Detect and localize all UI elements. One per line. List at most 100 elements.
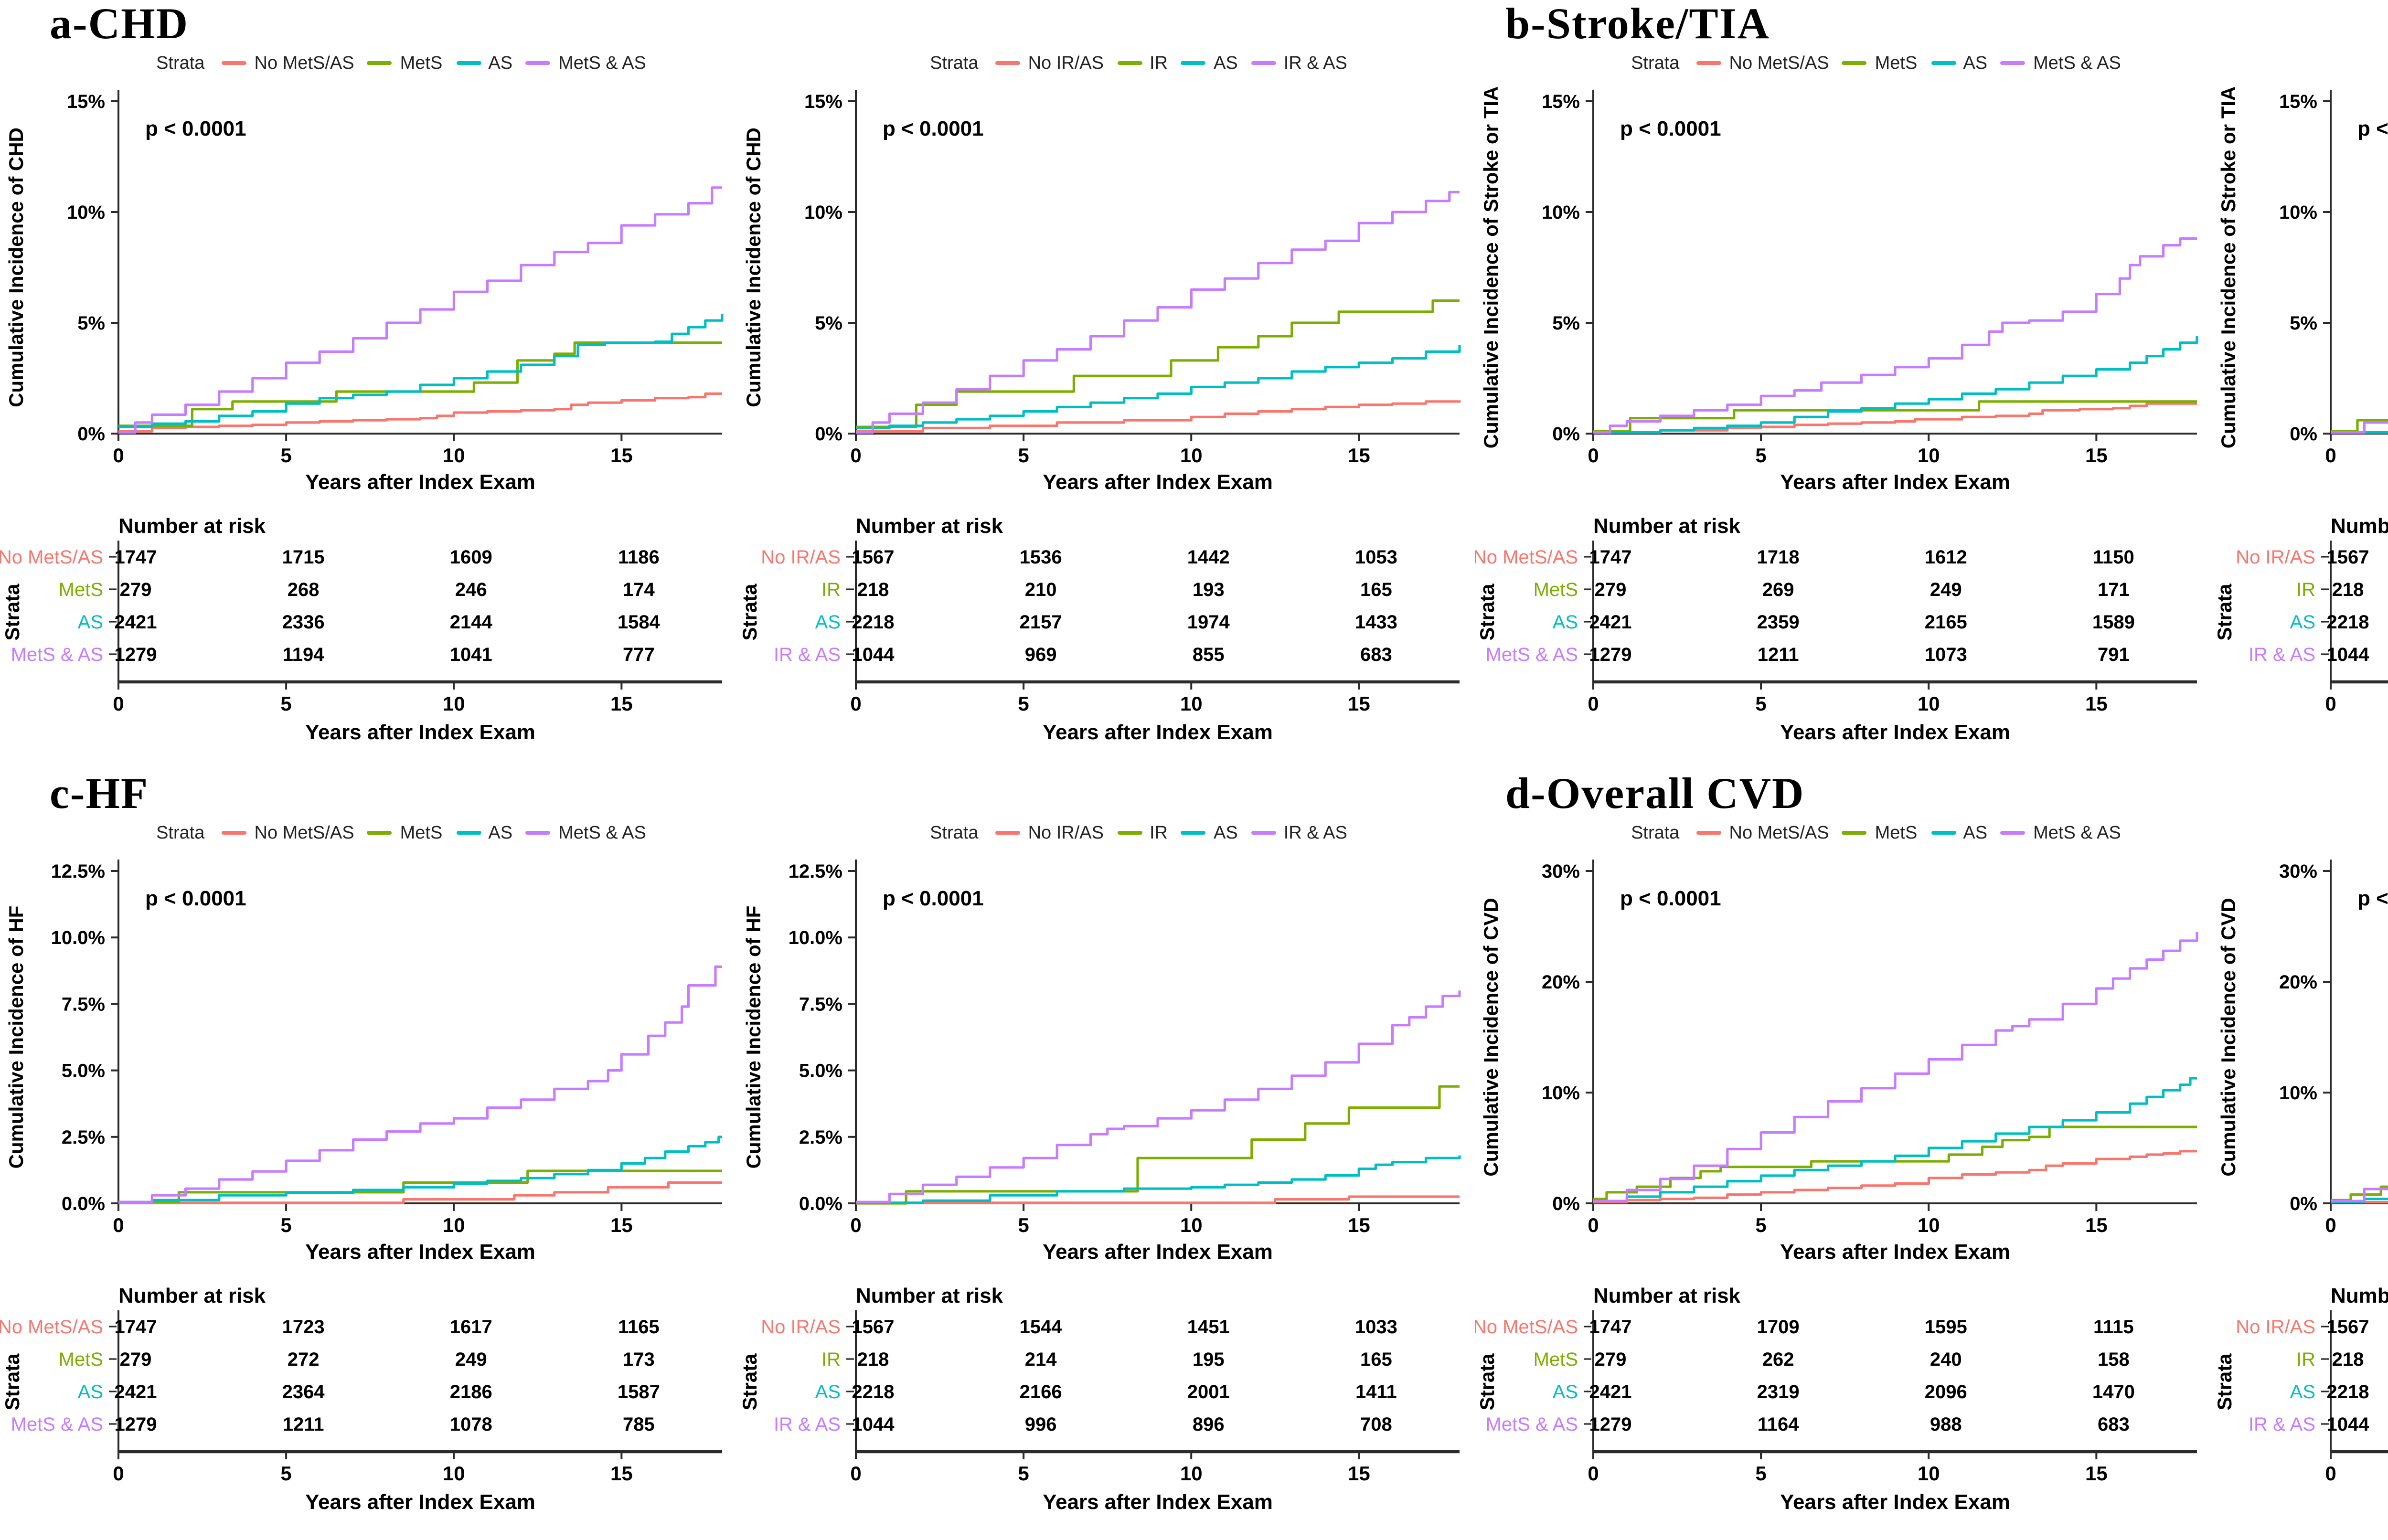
x-tick-label: 0 bbox=[113, 1214, 124, 1236]
p-value: p < 0.0001 bbox=[2357, 117, 2388, 140]
x-tick-label: 0 bbox=[113, 444, 124, 467]
risk-x-tick-label: 15 bbox=[2085, 692, 2108, 715]
legend-line-swatch-icon bbox=[2001, 830, 2026, 836]
risk-count: 1041 bbox=[450, 644, 492, 665]
risk-table-title: Number at risk bbox=[1593, 1284, 1741, 1307]
strata-axis-label: Strata bbox=[2213, 584, 2236, 641]
risk-count: 2359 bbox=[1757, 612, 1800, 633]
survival-plot: 0% 5% 10% 15% 0 5 10 15 Years after Index Exam Cu… bbox=[738, 90, 1461, 744]
risk-table-title: Number at risk bbox=[856, 514, 1003, 538]
y-tick-label: 10.0% bbox=[51, 927, 105, 948]
curve-ir-as bbox=[856, 990, 1461, 1203]
risk-table-title: Number at risk bbox=[2331, 514, 2388, 538]
risk-count: 2218 bbox=[852, 612, 895, 633]
risk-x-tick-label: 15 bbox=[2085, 1462, 2108, 1485]
legend-line-swatch-icon bbox=[1696, 60, 1722, 66]
risk-count: 1567 bbox=[852, 1317, 895, 1338]
legend-line-swatch-icon bbox=[1930, 830, 1956, 836]
legend-item-label: MetS & AS bbox=[2033, 823, 2121, 844]
p-value: p < 0.0001 bbox=[145, 887, 246, 910]
y-tick-label: 0% bbox=[2290, 1193, 2317, 1214]
risk-count: 1747 bbox=[115, 547, 157, 568]
x-tick-label: 10 bbox=[1918, 444, 1940, 467]
legend-line-swatch-icon bbox=[1930, 60, 1956, 66]
x-tick-label: 5 bbox=[1018, 444, 1029, 467]
risk-count: 279 bbox=[1595, 579, 1627, 600]
x-tick-label: 5 bbox=[1755, 1214, 1766, 1236]
x-tick-label: 5 bbox=[280, 1214, 291, 1236]
curve-mets-as bbox=[1593, 932, 2198, 1202]
x-tick-label: 15 bbox=[1348, 1214, 1370, 1236]
y-tick-label: 10% bbox=[1542, 202, 1580, 223]
risk-count: 1279 bbox=[1589, 644, 1632, 665]
risk-count: 2096 bbox=[1925, 1381, 1967, 1402]
x-tick-label: 10 bbox=[1180, 1214, 1203, 1236]
legend-line-swatch-icon bbox=[1842, 60, 1867, 66]
curve-as bbox=[1593, 1077, 2197, 1202]
legend-item-label: MetS & AS bbox=[558, 53, 646, 74]
y-tick-label: 10% bbox=[1542, 1083, 1580, 1104]
y-axis-title: Cumulative Incidence of HF bbox=[5, 906, 27, 1169]
y-tick-label: 10% bbox=[2279, 202, 2317, 223]
y-axis-title: Cumulative Incidence of CVD bbox=[1480, 898, 1502, 1176]
legend-item-label: No IR/AS bbox=[1028, 53, 1104, 74]
legend-item-label: AS bbox=[488, 53, 513, 74]
subplot-hf-ir: Strata No IR/AS IR AS IR & AS 0.0% 2.5% 5.0% 7.… bbox=[737, 819, 1475, 1540]
risk-count: 2218 bbox=[2327, 1381, 2369, 1402]
curve-as bbox=[118, 314, 724, 428]
legend-title: Strata bbox=[156, 53, 205, 74]
risk-row-label: AS bbox=[78, 1381, 103, 1402]
risk-x-tick-label: 5 bbox=[1018, 692, 1029, 715]
subplot-cvd-mets: Strata No MetS/AS MetS AS MetS & AS 0% 10% 20%… bbox=[1475, 819, 2212, 1540]
x-tick-label: 15 bbox=[2085, 1214, 2108, 1236]
strata-axis-label: Strata bbox=[1476, 584, 1498, 641]
risk-row-label: IR bbox=[821, 579, 841, 600]
risk-row-label: AS bbox=[2290, 1381, 2315, 1402]
risk-count: 210 bbox=[1025, 579, 1057, 600]
y-tick-label: 5% bbox=[77, 313, 105, 334]
y-tick-label: 10% bbox=[67, 202, 105, 223]
risk-row-label: MetS & AS bbox=[11, 1414, 103, 1435]
curve-no-mets-as bbox=[1593, 1150, 2197, 1204]
risk-count: 218 bbox=[857, 579, 889, 600]
y-tick-label: 0.0% bbox=[62, 1193, 105, 1214]
y-tick-label: 20% bbox=[1542, 972, 1580, 993]
legend-line-swatch-icon bbox=[1117, 60, 1142, 66]
y-axis-title: Cumulative Incidence of Stroke or TIA bbox=[2217, 86, 2239, 448]
risk-count: 1165 bbox=[618, 1317, 660, 1338]
strata-axis-label: Strata bbox=[1476, 1353, 1498, 1411]
x-tick-label: 0 bbox=[1588, 1214, 1599, 1236]
risk-x-tick-label: 5 bbox=[1018, 1462, 1029, 1485]
risk-x-tick-label: 0 bbox=[113, 1462, 124, 1485]
risk-row-label: IR & AS bbox=[2249, 1414, 2315, 1435]
risk-count: 2001 bbox=[1187, 1381, 1230, 1402]
risk-count: 2218 bbox=[852, 1381, 895, 1402]
risk-count: 1536 bbox=[1020, 547, 1062, 568]
risk-x-tick-label: 0 bbox=[850, 1462, 861, 1485]
risk-row-label: MetS & AS bbox=[11, 644, 103, 665]
risk-count: 1044 bbox=[2327, 644, 2370, 665]
x-tick-label: 5 bbox=[280, 444, 291, 467]
risk-count: 1279 bbox=[1589, 1414, 1632, 1435]
y-tick-label: 0% bbox=[77, 424, 105, 445]
y-tick-label: 5.0% bbox=[62, 1061, 105, 1082]
risk-count: 1411 bbox=[1355, 1381, 1397, 1402]
legend-line-swatch-icon bbox=[1117, 830, 1142, 836]
risk-count: 158 bbox=[2098, 1349, 2130, 1370]
curve-no-mets-as bbox=[118, 1181, 722, 1204]
legend-title: Strata bbox=[1631, 823, 1680, 844]
legend-line-swatch-icon bbox=[1696, 830, 1722, 836]
risk-count: 269 bbox=[1762, 579, 1794, 600]
curve-as bbox=[1593, 336, 2198, 434]
risk-count: 896 bbox=[1193, 1414, 1225, 1435]
survival-plot: 0% 5% 10% 15% 0 5 10 15 Years after Index Exam Cu… bbox=[1475, 86, 2198, 744]
risk-count: 2364 bbox=[282, 1381, 325, 1402]
risk-count: 996 bbox=[1025, 1414, 1057, 1435]
y-tick-label: 12.5% bbox=[51, 861, 105, 882]
risk-x-axis-title: Years after Index Exam bbox=[1043, 1490, 1273, 1514]
legend-line-swatch-icon bbox=[1251, 830, 1276, 836]
x-tick-label: 10 bbox=[1918, 1214, 1940, 1236]
risk-count: 1150 bbox=[2093, 547, 2134, 568]
